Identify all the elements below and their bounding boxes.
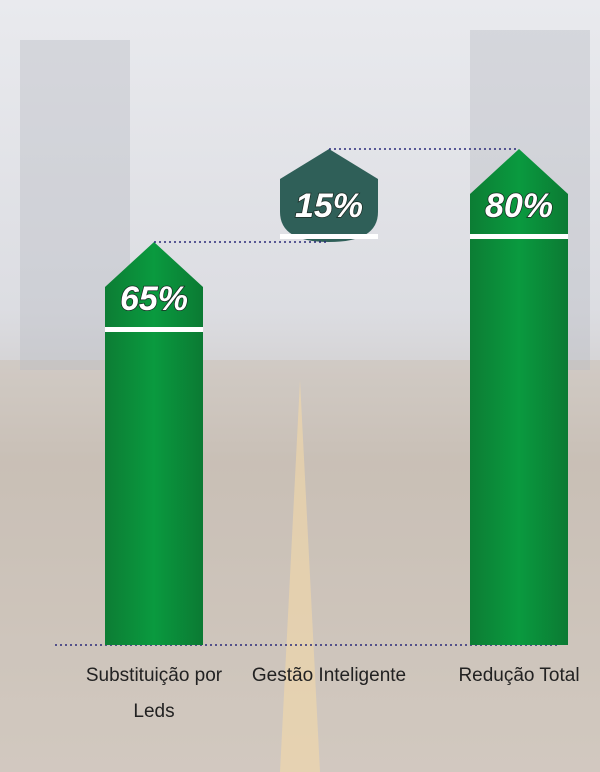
bar — [280, 149, 378, 242]
label-stripe — [105, 327, 203, 332]
bar — [105, 242, 203, 645]
label-stripe — [280, 234, 378, 239]
category-label: Substituição por Leds — [85, 665, 223, 722]
road-line — [280, 380, 320, 772]
value-label: 65% — [120, 280, 188, 318]
label-stripe — [470, 234, 568, 239]
bar — [470, 149, 568, 645]
category-label: Gestão Inteligente — [251, 665, 407, 686]
category-label: Redução Total — [458, 665, 580, 686]
value-label: 80% — [485, 187, 553, 225]
value-label: 15% — [295, 187, 363, 225]
